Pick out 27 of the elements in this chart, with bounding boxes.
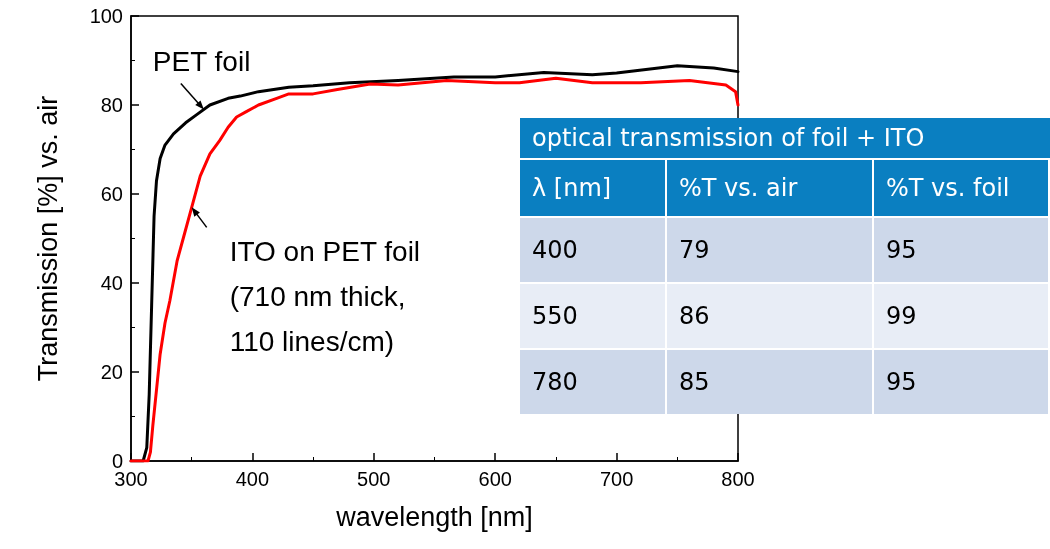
category-label: %T vs. foil <box>874 158 1050 216</box>
category-label: %T vs. air <box>667 158 874 216</box>
annotation: PET foil <box>152 45 251 80</box>
y-axis-title: Transmission [%] vs. air <box>32 95 63 382</box>
x-tick-label: 800 <box>721 468 755 490</box>
annotation: 79 <box>667 216 874 282</box>
x-tick-label: 500 <box>357 468 391 490</box>
x-axis-title: wavelength [nm] <box>335 501 533 532</box>
annotation: 550 <box>520 282 667 348</box>
x-tick-label: 700 <box>599 468 634 490</box>
x-tick-label: 400 <box>235 468 270 490</box>
y-tick-label: 40 <box>100 272 123 294</box>
annotation: 400 <box>520 216 667 282</box>
annotation: ITO on PET foil (710 nm thick, 110 lines/cm) <box>229 235 421 360</box>
y-tick-label: 80 <box>100 94 123 116</box>
text: 99 <box>874 282 1050 348</box>
text: optical transmission of foil + ITO <box>520 118 1050 158</box>
text: 95 <box>874 216 1050 282</box>
y-tick-label: 60 <box>100 183 123 205</box>
annotation: 85 <box>667 348 874 414</box>
y-tick-label: 20 <box>100 361 123 383</box>
category-label: λ [nm] <box>520 158 667 216</box>
y-tick-label: 100 <box>89 5 123 27</box>
annotation: 780 <box>520 348 667 414</box>
x-tick-label: 600 <box>478 468 512 490</box>
text: 95 <box>874 348 1050 414</box>
annotation: 86 <box>667 282 874 348</box>
